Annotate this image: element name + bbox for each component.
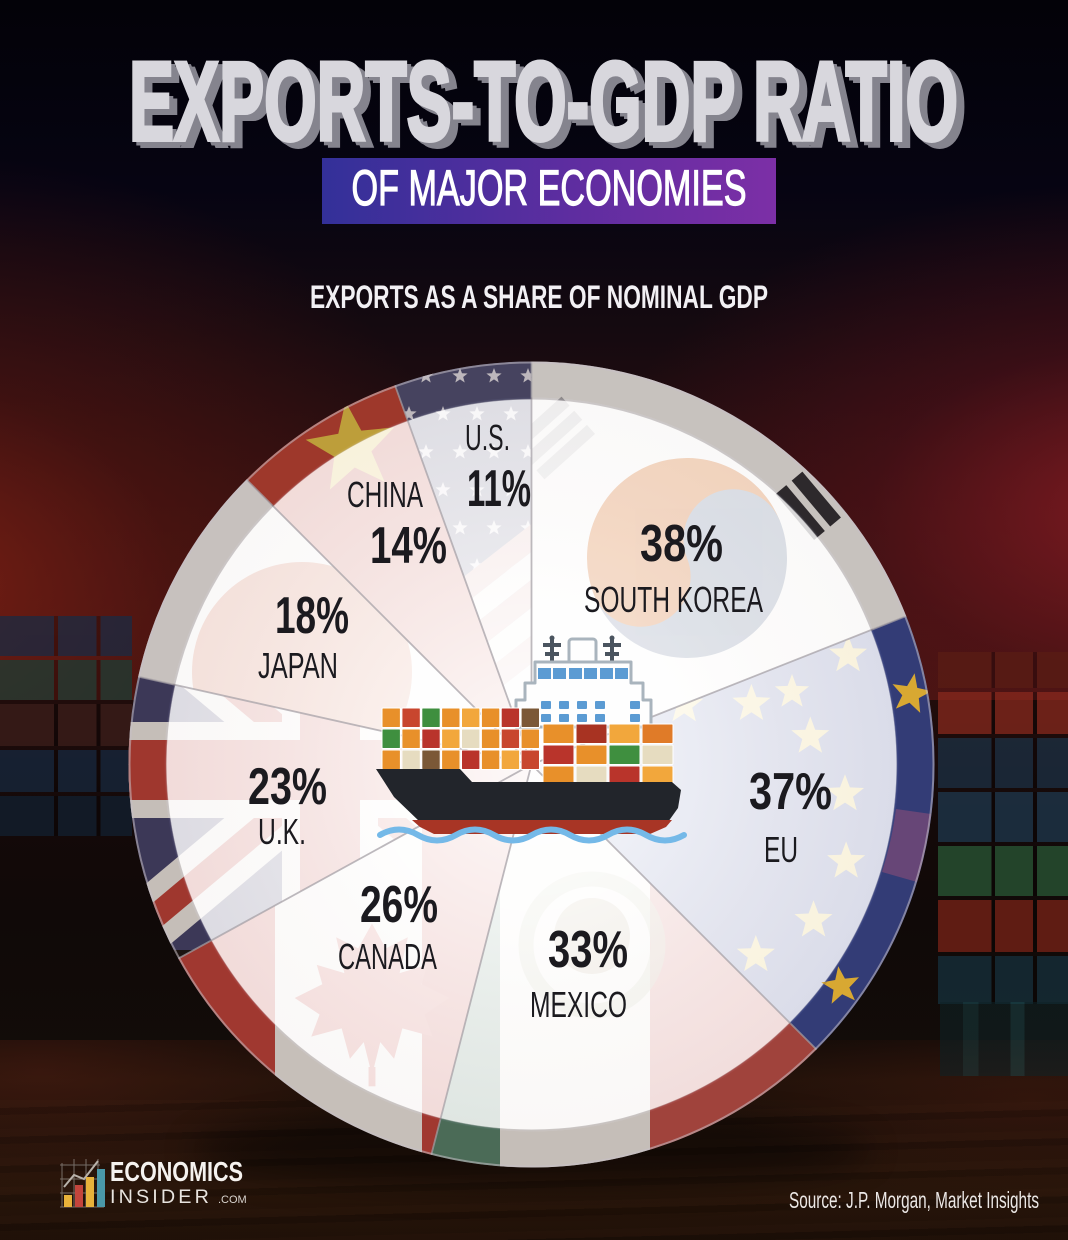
svg-text:OF MAJOR ECONOMIES: OF MAJOR ECONOMIES — [352, 160, 747, 216]
svg-text:EXPORTS-TO-GDP RATIO: EXPORTS-TO-GDP RATIO — [129, 39, 958, 164]
svg-text:CANADA: CANADA — [338, 936, 437, 977]
svg-text:EXPORTS AS A SHARE OF NOMINAL: EXPORTS AS A SHARE OF NOMINAL GDP — [310, 279, 768, 315]
svg-text:33%: 33% — [548, 921, 628, 979]
svg-text:MEXICO: MEXICO — [530, 984, 627, 1025]
svg-text:Source: J.P. Morgan, Market In: Source: J.P. Morgan, Market Insights — [789, 1187, 1039, 1213]
svg-text:EXPORTS-TO-GDP RATIO: EXPORTS-TO-GDP RATIO — [137, 45, 966, 170]
svg-text:14%: 14% — [370, 517, 447, 575]
svg-text:ECONOMICS: ECONOMICS — [110, 1156, 243, 1187]
svg-text:U.K.: U.K. — [258, 811, 306, 852]
svg-text:U.S.: U.S. — [465, 417, 510, 458]
svg-text:11%: 11% — [467, 460, 531, 518]
svg-text:INSIDER: INSIDER — [110, 1187, 212, 1208]
svg-text:SOUTH KOREA: SOUTH KOREA — [584, 579, 763, 620]
svg-text:CHINA: CHINA — [347, 474, 423, 515]
svg-text:37%: 37% — [749, 763, 832, 821]
svg-text:18%: 18% — [275, 587, 349, 645]
svg-text:EXPORTS-TO-GDP RATIO: EXPORTS-TO-GDP RATIO — [133, 43, 962, 168]
svg-text:JAPAN: JAPAN — [258, 645, 338, 686]
svg-text:23%: 23% — [248, 758, 327, 816]
svg-text:26%: 26% — [360, 876, 438, 934]
svg-text:38%: 38% — [640, 515, 723, 573]
svg-text:EU: EU — [764, 829, 798, 870]
svg-text:.COM: .COM — [218, 1194, 247, 1206]
